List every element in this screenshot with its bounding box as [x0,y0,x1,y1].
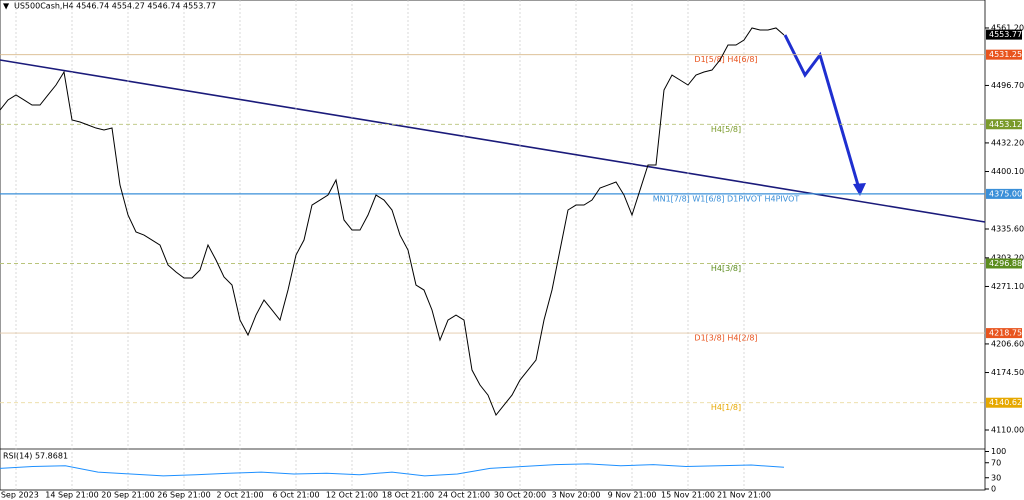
price-label: 4218.75 [989,329,1022,338]
y-tick-label: 4496.70 [991,81,1024,90]
level-text: H4[5/8] [711,125,741,134]
rsi-label: RSI(14) 57.8681 [3,452,68,461]
y-tick-label: 4400.10 [991,167,1024,176]
level-text: D1[3/8] H4[2/8] [694,334,757,343]
x-tick-label: 6 Oct 21:00 [272,491,319,500]
rsi-tick-label: 100 [991,447,1006,456]
x-tick-label: 26 Sep 21:00 [157,491,210,500]
x-tick-label: 15 Nov 21:00 [661,491,715,500]
y-tick-label: 4110.00 [991,426,1024,435]
x-tick-label: 9 Nov 21:00 [608,491,657,500]
x-tick-label: 30 Oct 20:00 [494,491,546,500]
y-tick-label: 4174.50 [991,368,1024,377]
x-tick-label: 2 Oct 21:00 [216,491,263,500]
current-price-box [986,29,1022,40]
price-box [986,119,1022,130]
x-tick-label: 21 Nov 21:00 [717,491,771,500]
price-box [986,188,1022,199]
arrow-head [853,183,866,196]
y-tick-label: 4561.20 [991,23,1024,32]
x-tick-label: 8 Sep 2023 [0,491,39,500]
rsi-line [0,463,785,477]
x-tick-label: 18 Oct 21:00 [382,491,434,500]
price-box [986,397,1022,408]
chart-title: US500Cash,H4 4546.74 4554.27 4546.74 455… [14,2,216,11]
title-icon: ▼ [3,2,10,11]
price-box [986,49,1022,60]
price-label: 4453.12 [989,120,1022,129]
price-label: 4531.25 [989,50,1022,59]
y-tick-label: 4206.60 [991,339,1024,348]
x-tick-label: 3 Nov 20:00 [552,491,601,500]
x-tick-label: 12 Oct 21:00 [326,491,378,500]
current-price-label: 4553.77 [989,30,1022,39]
price-label: 4375.00 [989,189,1022,198]
price-line [0,27,785,417]
level-text: MN1[7/8] W1[6/8] D1PIVOT H4PIVOT [653,194,800,203]
x-tick-label: 20 Sep 21:00 [101,491,154,500]
price-label: 4140.62 [989,398,1022,407]
trend-line [0,59,986,223]
price-label: 4296.88 [989,259,1022,268]
level-text: H4[1/8] [711,403,741,412]
price-box [986,328,1022,339]
level-text: H4[3/8] [711,264,741,273]
y-tick-label: 4303.20 [991,253,1024,262]
level-text: D1[5/8] H4[6/8] [694,55,757,64]
rsi-tick-label: 30 [991,473,1001,482]
rsi-tick-label: 70 [991,458,1001,467]
x-tick-label: 14 Sep 21:00 [45,491,98,500]
rsi-tick-label: 0 [991,485,996,494]
x-tick-label: 24 Oct 21:00 [438,491,490,500]
plot-frame [0,0,986,491]
y-tick-label: 4335.60 [991,224,1024,233]
y-tick-label: 4271.10 [991,282,1024,291]
y-tick-label: 4432.20 [991,138,1024,147]
price-box [986,258,1022,269]
